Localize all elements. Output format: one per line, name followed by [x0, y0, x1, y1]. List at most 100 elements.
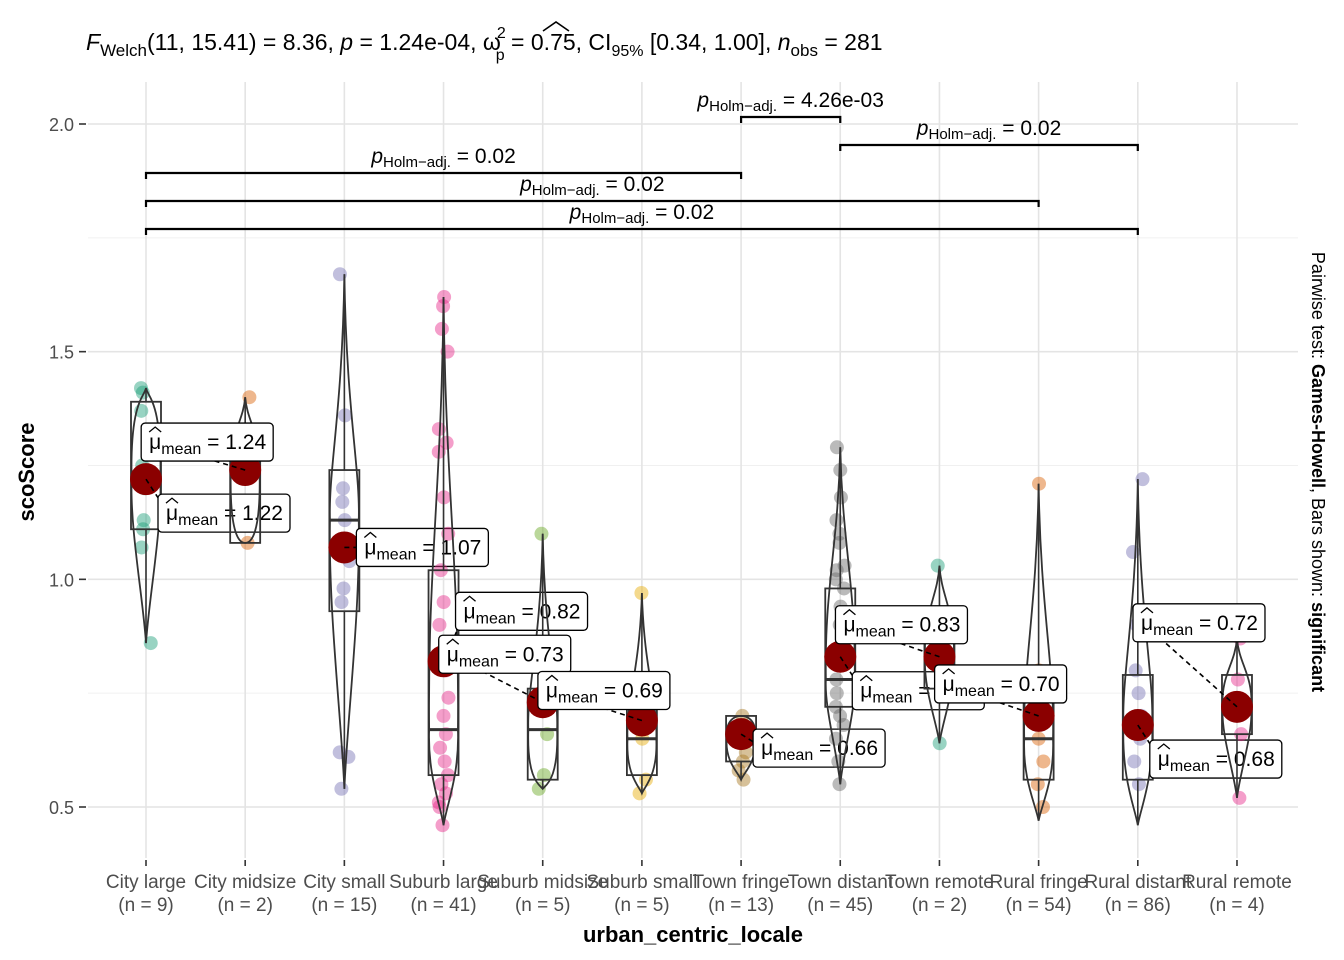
right-caption-bold1: Games-Howell: [1308, 364, 1328, 488]
mean-label-box: [1132, 603, 1266, 643]
mean-label-symbol: μ: [364, 536, 376, 559]
mean-hat-icon: [148, 426, 162, 433]
mean-label-symbol: μ: [943, 673, 955, 696]
mean-label-sub: mean: [178, 512, 218, 529]
y-axis-label: scoScore: [14, 422, 39, 521]
mean-label-box: [933, 664, 1068, 704]
mean-label-symbol: μ: [761, 737, 773, 760]
data-point: [136, 513, 151, 528]
data-point: [1128, 663, 1143, 678]
title-omega-value: = 0.75, CI: [505, 29, 612, 55]
mean-hat-icon: [942, 668, 956, 675]
right-caption-mid: , Bars shown:: [1308, 488, 1328, 602]
comparison-label: pHolm−adj. = 0.02: [519, 173, 664, 199]
mean-label-symbol: μ: [149, 431, 161, 454]
mean-label: μmean = 0.73: [447, 643, 564, 670]
group-8: μmean = 0.83: [834, 558, 969, 751]
data-point: [1036, 754, 1051, 769]
x-n-label: (n = 5): [614, 895, 669, 916]
title-ci-sub: 95%: [611, 43, 643, 60]
mean-hat-icon: [545, 674, 559, 681]
mean-label: μmean = 0.83: [843, 614, 960, 641]
x-tick-label: City small: [303, 872, 385, 893]
mean-hat-icon: [843, 608, 856, 616]
mean-hat-icon: [859, 674, 873, 682]
y-tick-label: 1.0: [49, 570, 74, 590]
mean-label: μmean = 1.22: [166, 502, 283, 529]
mean-label-sub: mean: [558, 689, 598, 706]
mean-label-symbol: μ: [546, 679, 558, 702]
data-point: [436, 708, 451, 723]
mean-label-box: [834, 605, 969, 645]
x-tick-label: Town remote: [885, 872, 994, 893]
mean-hat-icon: [1157, 743, 1171, 750]
data-point: [731, 763, 746, 778]
data-point: [143, 636, 158, 651]
comparison-sub: Holm−adj.: [709, 98, 777, 115]
mean-label-value: = 0.82: [516, 600, 581, 623]
right-caption-plain: Pairwise test:: [1308, 252, 1328, 364]
mean-label-sub: mean: [1153, 622, 1193, 639]
comparison-p: p: [519, 173, 532, 196]
group-9: μmean = 0.70: [933, 476, 1068, 821]
grid: [88, 82, 1298, 858]
x-axis-label: urban_centric_locale: [583, 922, 803, 947]
title-n-value: = 281: [818, 29, 883, 55]
mean-label-symbol: μ: [1158, 748, 1170, 771]
mean-label: μmean = 0.72: [1141, 612, 1258, 639]
mean-label-connector: [1142, 622, 1238, 708]
mean-hat-icon: [446, 638, 460, 645]
comparison-label: pHolm−adj. = 4.26e-03: [696, 89, 883, 115]
comparison-3: pHolm−adj. = 0.02: [144, 173, 1040, 207]
data-point: [435, 818, 450, 833]
data-point: [431, 422, 446, 437]
data-point: [1030, 777, 1045, 792]
mean-label-value: = 1.22: [218, 502, 283, 525]
data-point: [930, 558, 945, 573]
group-4: μmean = 0.73: [438, 526, 572, 796]
y-tick-label: 0.5: [49, 798, 74, 818]
mean-label-value: = 0.68: [1210, 748, 1275, 771]
comparison-bar: [144, 227, 1139, 235]
group-1: μmean = 1.24: [140, 390, 274, 550]
mean-label: μmean = 0.68: [1158, 748, 1275, 775]
comparison-sub: Holm−adj.: [532, 182, 600, 199]
comparison-value: = 0.02: [996, 117, 1061, 140]
comparison-sub: Holm−adj.: [383, 154, 451, 171]
mean-label-symbol: μ: [860, 680, 872, 703]
data-point: [437, 754, 452, 769]
omega-hat-icon: [542, 21, 570, 32]
comparison-bar: [144, 171, 743, 179]
x-n-label: (n = 45): [807, 895, 873, 916]
mean-label-connector: [145, 478, 169, 514]
group-0: μ mean = 1.22: [130, 381, 291, 651]
data-point: [1127, 754, 1142, 769]
box: [130, 400, 162, 531]
mean-label-connector: [1137, 724, 1161, 760]
mean-label-value: = 0.83: [896, 614, 961, 637]
mean-hat-icon: [363, 531, 377, 538]
data-point: [434, 321, 449, 336]
comparison-p: p: [370, 145, 383, 168]
title-omega-sub: p: [496, 47, 505, 64]
title-f-sub: Welch: [100, 41, 147, 60]
comparison-p: p: [916, 117, 929, 140]
group-11: μmean = 0.72: [1132, 603, 1266, 805]
comparison-bar: [144, 199, 1040, 207]
data-point: [434, 777, 449, 792]
x-n-label: (n = 13): [708, 895, 774, 916]
comparison-label: pHolm−adj. = 0.02: [370, 145, 515, 171]
x-tick-label: Rural remote: [1182, 872, 1292, 893]
x-tick-label: Suburb midsize: [477, 872, 608, 893]
group-10: μ mean = 0.68: [1121, 472, 1283, 826]
comparison-bar: [739, 115, 842, 123]
violin: [328, 274, 360, 789]
data-point: [1232, 790, 1247, 805]
mean-label-symbol: μ: [447, 643, 459, 666]
data-point: [1131, 686, 1146, 701]
title-p-label: p: [339, 29, 353, 55]
mean-label-box: [140, 422, 274, 462]
